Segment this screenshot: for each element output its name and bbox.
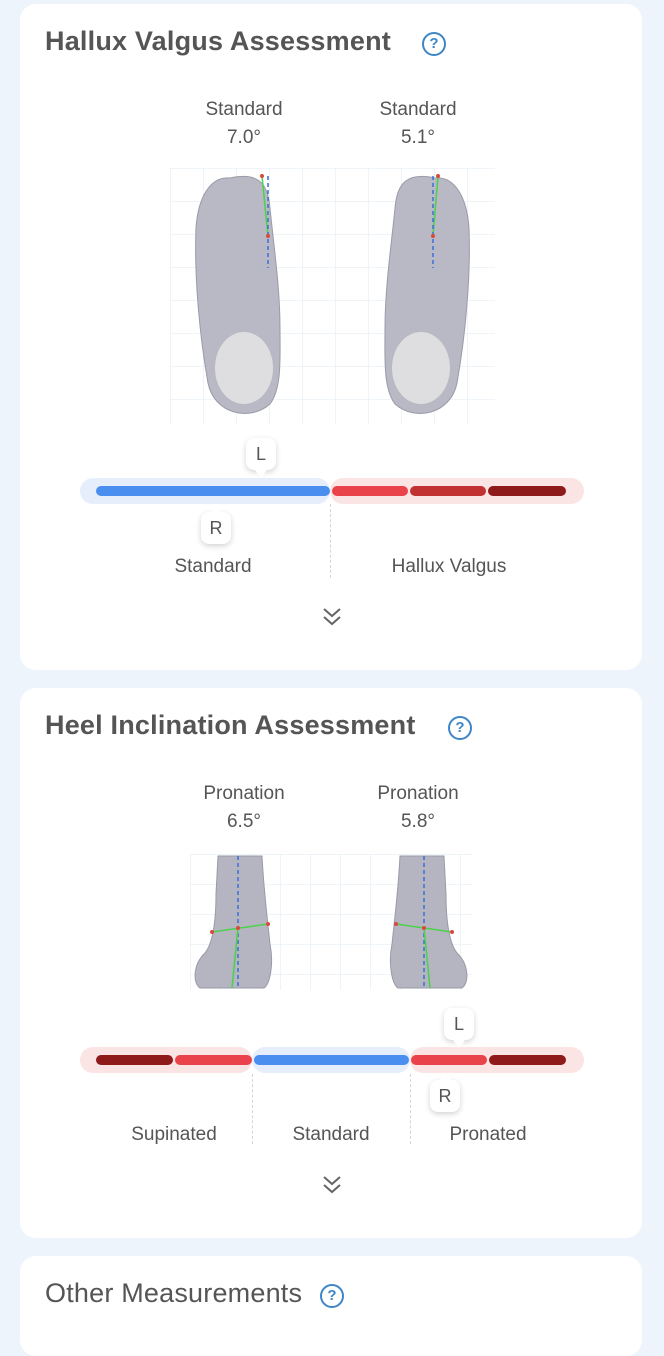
- zone-label-standard: Standard: [292, 1124, 370, 1145]
- heel-inclination-card: Heel Inclination Assessment ? Pronation …: [20, 688, 642, 1238]
- right-foot-angle: 5.1°: [400, 127, 435, 148]
- standard-segment: [254, 1055, 409, 1065]
- help-icon[interactable]: ?: [448, 716, 472, 740]
- right-heel-reading: Pronation 5.8°: [358, 780, 478, 836]
- zone-divider-left: [252, 1074, 253, 1144]
- other-measurements-title: Other Measurements: [45, 1278, 303, 1308]
- right-foot-marker: R: [430, 1072, 460, 1112]
- left-foot-marker: L: [444, 1008, 474, 1048]
- severe-pronation-segment: [489, 1055, 566, 1065]
- other-measurements-card: Other Measurements ?: [20, 1256, 642, 1356]
- right-foot-marker: R: [201, 504, 231, 544]
- hallux-valgus-card: Hallux Valgus Assessment ? Standard 7.0°…: [20, 4, 642, 670]
- zone-label-standard: Standard: [174, 556, 252, 577]
- moderate-segment: [410, 486, 486, 496]
- left-foot-marker: L: [246, 438, 276, 478]
- heel-scan-image: [190, 854, 472, 990]
- hallux-valgus-title: Hallux Valgus Assessment: [45, 26, 391, 56]
- help-icon[interactable]: ?: [320, 1284, 344, 1308]
- severe-segment: [488, 486, 566, 496]
- left-heel-reading: Pronation 6.5°: [184, 780, 304, 836]
- right-foot-status: Standard: [379, 99, 457, 120]
- right-heel-status: Pronation: [377, 783, 459, 804]
- mild-pronation-segment: [411, 1055, 487, 1065]
- zone-label-hallux-valgus: Hallux Valgus: [391, 556, 507, 577]
- zone-label-pronated: Pronated: [449, 1124, 527, 1145]
- chevron-double-down-icon[interactable]: [320, 1174, 344, 1196]
- zone-divider: [330, 504, 331, 578]
- standard-segment: [96, 486, 330, 496]
- foot-sole-scan-image: [170, 168, 495, 424]
- mild-segment: [332, 486, 408, 496]
- zone-divider-right: [410, 1074, 411, 1144]
- left-heel-status: Pronation: [203, 783, 285, 804]
- mild-supination-segment: [175, 1055, 252, 1065]
- severe-supination-segment: [96, 1055, 173, 1065]
- left-foot-angle: 7.0°: [226, 127, 261, 148]
- left-foot-reading: Standard 7.0°: [184, 96, 304, 152]
- left-foot-status: Standard: [205, 99, 283, 120]
- heel-inclination-title: Heel Inclination Assessment: [45, 710, 416, 740]
- right-heel-angle: 5.8°: [400, 811, 435, 832]
- zone-label-supinated: Supinated: [131, 1124, 217, 1145]
- chevron-double-down-icon[interactable]: [320, 606, 344, 628]
- left-heel-angle: 6.5°: [226, 811, 261, 832]
- right-foot-reading: Standard 5.1°: [358, 96, 478, 152]
- help-icon[interactable]: ?: [422, 32, 446, 56]
